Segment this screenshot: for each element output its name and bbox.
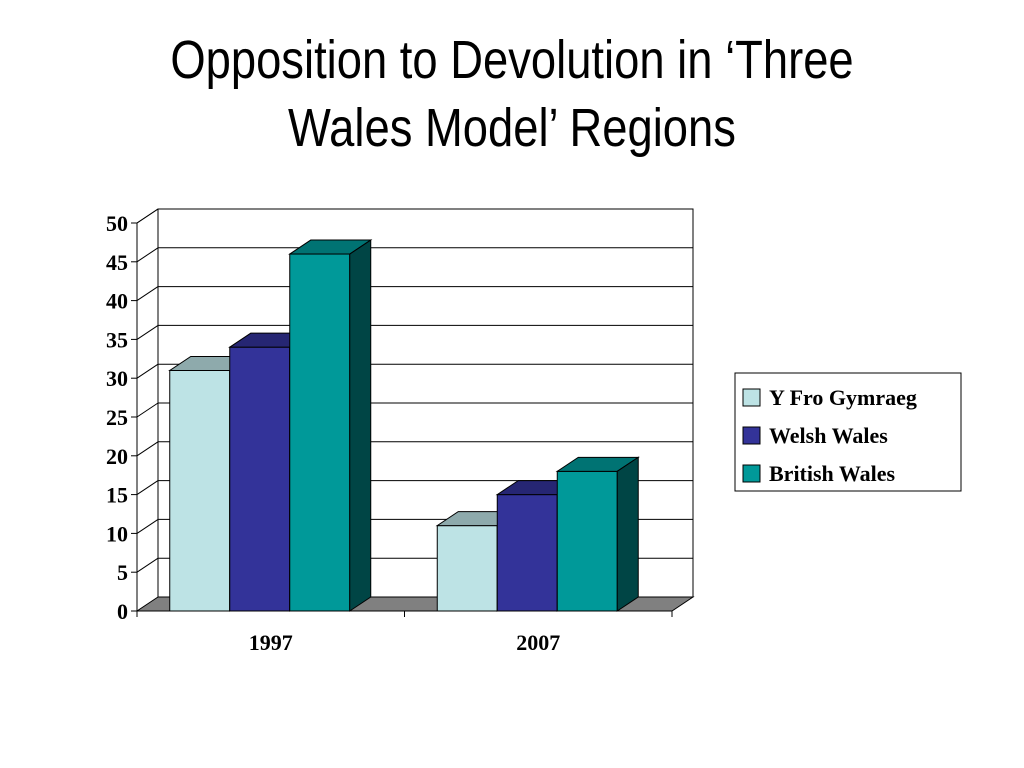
bar-1997-2	[289, 253, 351, 612]
x-category-label: 1997	[249, 630, 293, 655]
y-tick-label: 10	[106, 521, 128, 546]
y-tick-label: 0	[117, 599, 128, 624]
gridline-side	[136, 247, 159, 263]
y-tick-label: 5	[117, 560, 128, 585]
bar-1997-0	[169, 369, 231, 612]
slide-title: Opposition to Devolution in ‘Three Wales…	[116, 26, 909, 162]
gridline-side	[136, 557, 159, 573]
y-tick-label: 15	[106, 483, 128, 508]
bar-side-2007-2	[616, 456, 639, 612]
legend-label: Welsh Wales	[769, 423, 888, 448]
x-category-label: 2007	[516, 630, 560, 655]
slide-title-line-2: Wales Model’ Regions	[288, 98, 736, 158]
legend-swatch	[742, 426, 761, 445]
bar-2007-0	[436, 525, 498, 612]
bar-side-1997-2	[349, 239, 372, 612]
gridline-side	[136, 363, 159, 379]
legend-swatch	[742, 464, 761, 483]
y-tick-label: 25	[106, 405, 128, 430]
gridline-side	[136, 518, 159, 534]
legend-label: British Wales	[769, 461, 896, 486]
legend-box	[734, 372, 962, 492]
legend-swatch	[742, 388, 761, 407]
gridline-side	[136, 480, 159, 496]
slide-title-line-1: Opposition to Devolution in ‘Three	[170, 30, 854, 90]
gridline-side	[136, 402, 159, 418]
y-tick-label: 40	[106, 289, 128, 314]
bar-2007-2	[556, 470, 618, 612]
legend-label: Y Fro Gymraeg	[769, 385, 917, 410]
gridline-side	[136, 324, 159, 340]
y-tick-label: 30	[106, 366, 128, 391]
side-wall-top-edge	[136, 208, 159, 224]
bar-2007-1	[496, 494, 558, 612]
y-tick-label: 50	[106, 211, 128, 236]
gridline-side	[136, 441, 159, 457]
y-tick-label: 45	[106, 250, 128, 275]
gridline-side	[136, 286, 159, 302]
bar-1997-1	[229, 346, 291, 612]
y-tick-label: 20	[106, 444, 128, 469]
y-tick-label: 35	[106, 327, 128, 352]
